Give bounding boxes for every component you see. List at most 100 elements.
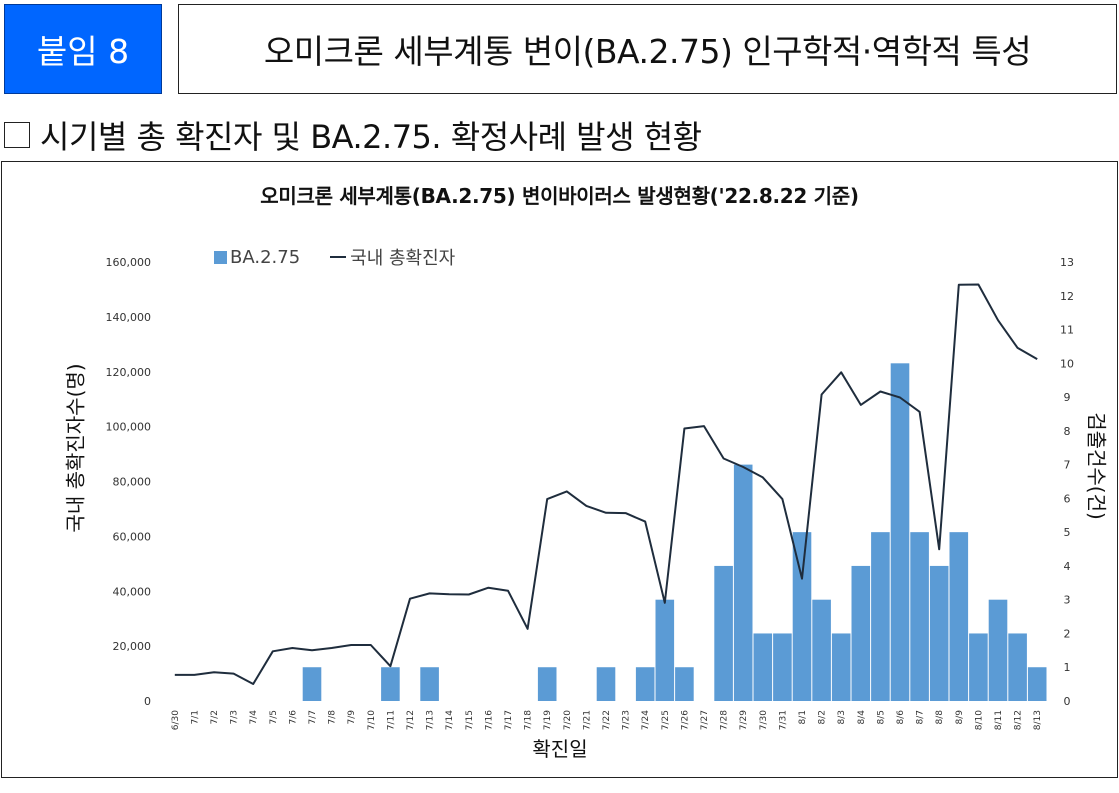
document-title: 오미크론 세부계통 변이(BA.2.75) 인구학적·역학적 특성 — [263, 32, 1032, 71]
bar-8/10 — [969, 633, 988, 701]
bar-8/5 — [871, 532, 890, 701]
x-tick-label: 8/12 — [1014, 710, 1024, 730]
right-tick-label: 0 — [1064, 695, 1071, 708]
x-tick-label: 7/28 — [720, 710, 730, 730]
x-tick-label: 8/7 — [916, 710, 926, 724]
appendix-badge-label: 붙임 8 — [36, 32, 130, 71]
x-tick-label: 8/5 — [876, 710, 886, 724]
x-tick-label: 7/17 — [504, 710, 514, 730]
right-tick-label: 11 — [1060, 324, 1074, 337]
x-tick-label: 7/20 — [563, 710, 573, 730]
bar-8/1 — [792, 532, 812, 701]
left-tick-label: 100,000 — [106, 421, 152, 434]
x-tick-label: 7/14 — [445, 710, 455, 730]
bar-7/25 — [655, 599, 675, 701]
x-tick-label: 7/12 — [406, 710, 416, 730]
section-heading: 시기별 총 확진자 및 BA.2.75. 확정사례 발생 현황 — [4, 112, 702, 158]
bar-8/4 — [851, 565, 871, 701]
left-tick-label: 20,000 — [113, 640, 152, 653]
bar-7/19 — [537, 667, 557, 701]
x-tick-label: 7/5 — [269, 710, 279, 724]
x-axis-label: 확진일 — [532, 737, 588, 761]
bar-8/13 — [1027, 667, 1047, 701]
right-tick-label: 6 — [1064, 492, 1071, 505]
bar-8/2 — [812, 599, 831, 701]
x-tick-label: 7/1 — [190, 710, 200, 724]
x-tick-label: 7/24 — [641, 710, 651, 730]
bar-8/3 — [831, 633, 851, 701]
bar-series — [302, 363, 1047, 701]
x-tick-label: 7/25 — [661, 710, 671, 730]
y-axis-left-label: 국내 총확진자수(명) — [63, 363, 88, 533]
x-tick-label: 7/16 — [484, 710, 494, 730]
x-tick-label: 7/10 — [367, 710, 377, 730]
x-tick-label: 7/6 — [288, 710, 298, 725]
x-tick-label: 7/21 — [582, 710, 592, 730]
left-tick-label: 140,000 — [106, 311, 152, 324]
bar-8/7 — [910, 532, 929, 701]
legend-label-line: 국내 총확진자 — [350, 248, 456, 269]
right-tick-label: 10 — [1060, 357, 1074, 370]
x-tick-label: 7/9 — [347, 710, 357, 725]
right-tick-label: 7 — [1064, 459, 1071, 472]
x-axis-ticks: 6/30 7/1 7/2 7/3 7/4 7/5 7/6 7/7 7/8 7/9 7/10 7/11 7… — [171, 710, 1043, 730]
right-tick-label: 1 — [1064, 661, 1071, 674]
legend-line-swatch-icon — [330, 256, 347, 258]
x-tick-label: 7/27 — [700, 710, 710, 730]
legend-bar-swatch-icon — [214, 250, 227, 264]
left-tick-label: 120,000 — [106, 366, 152, 379]
x-tick-label: 7/8 — [328, 710, 338, 725]
x-tick-label: 8/3 — [837, 710, 847, 724]
left-tick-label: 0 — [144, 695, 151, 708]
right-tick-label: 12 — [1060, 290, 1074, 303]
x-tick-label: 7/2 — [210, 710, 220, 724]
x-tick-label: 8/11 — [994, 710, 1004, 730]
chart-legend: BA.2.75 국내 총확진자 — [214, 245, 455, 269]
appendix-badge: 붙임 8 — [4, 4, 162, 94]
line-series-total — [174, 283, 1038, 685]
left-tick-label: 80,000 — [113, 476, 152, 489]
x-tick-label: 8/2 — [818, 710, 828, 724]
x-tick-label: 7/15 — [465, 710, 475, 730]
right-tick-label: 9 — [1064, 391, 1071, 404]
bar-7/24 — [635, 667, 655, 701]
x-tick-label: 7/30 — [759, 710, 769, 730]
bar-7/11 — [381, 667, 400, 701]
x-tick-label: 7/11 — [386, 710, 396, 730]
left-tick-label: 60,000 — [113, 530, 152, 543]
x-tick-label: 7/31 — [778, 710, 788, 730]
x-tick-label: 7/3 — [230, 710, 240, 724]
bar-8/8 — [929, 565, 949, 701]
bar-8/6 — [890, 363, 910, 701]
bar-7/7 — [302, 667, 322, 701]
x-tick-label: 7/4 — [249, 710, 259, 725]
x-tick-label: 7/13 — [426, 710, 436, 730]
right-tick-label: 5 — [1064, 526, 1071, 539]
bar-7/26 — [675, 667, 694, 701]
right-tick-label: 4 — [1064, 560, 1071, 573]
x-tick-label: 8/8 — [935, 710, 945, 725]
x-tick-label: 8/6 — [896, 710, 906, 725]
right-tick-label: 3 — [1064, 594, 1071, 607]
checkbox-square-icon — [4, 122, 30, 148]
right-tick-label: 13 — [1060, 256, 1074, 269]
right-tick-label: 8 — [1064, 425, 1071, 438]
left-tick-label: 160,000 — [106, 256, 152, 269]
bar-8/9 — [949, 532, 969, 701]
x-tick-label: 7/29 — [739, 710, 749, 730]
chart-frame — [1, 161, 1118, 778]
document-title-box: 오미크론 세부계통 변이(BA.2.75) 인구학적·역학적 특성 — [178, 4, 1117, 94]
x-tick-label: 8/9 — [955, 710, 965, 725]
chart-title: 오미크론 세부계통(BA.2.75) 변이바이러스 발생현황('22.8.22 … — [260, 184, 859, 208]
x-tick-label: 7/22 — [602, 710, 612, 730]
x-tick-label: 8/13 — [1033, 710, 1043, 730]
x-tick-label: 7/19 — [543, 710, 553, 730]
y-axis-right-label: 검출건수(건) — [1084, 412, 1109, 520]
x-tick-label: 8/10 — [974, 710, 984, 730]
x-tick-label: 6/30 — [171, 710, 181, 730]
bar-7/22 — [596, 667, 616, 701]
x-tick-label: 7/18 — [524, 710, 534, 730]
left-tick-label: 40,000 — [113, 585, 152, 598]
